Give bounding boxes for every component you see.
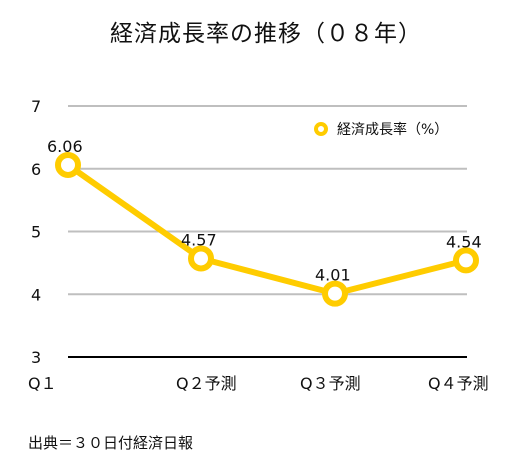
data-label-4: 4.54 (446, 232, 482, 251)
data-point-3 (322, 280, 348, 307)
x-axis-categories: Q１ Q２予測 Q３予測 Q４予測 (28, 374, 489, 393)
x-category-label-2: Q２予測 (176, 374, 237, 393)
chart-title: 経済成長率の推移（０８年） (110, 21, 422, 47)
data-label-1: 6.06 (47, 137, 83, 156)
series-line (65, 161, 469, 297)
y-tick-label-4: 4 (31, 285, 41, 304)
x-category-label-3: Q３予測 (300, 374, 361, 393)
legend: 経済成長率（%） (314, 121, 448, 138)
legend-label: 経済成長率（%） (337, 121, 448, 138)
source-note: 出典＝３０日付経済日報 (28, 434, 194, 452)
grid-lines (68, 105, 467, 358)
y-tick-label-6: 6 (31, 160, 41, 179)
y-tick-label-7: 7 (31, 97, 41, 116)
legend-marker (314, 122, 328, 136)
data-labels: 6.06 4.57 4.01 4.54 (47, 137, 482, 285)
y-tick-label-5: 5 (31, 223, 41, 242)
x-category-label-1: Q１ (28, 374, 57, 393)
y-axis-ticks: 3 4 5 6 7 (31, 97, 41, 367)
data-point-2 (188, 245, 214, 272)
data-label-2: 4.57 (181, 230, 217, 249)
data-label-3: 4.01 (315, 266, 351, 285)
data-point-4 (453, 247, 479, 274)
y-tick-label-3: 3 (31, 348, 41, 367)
data-point-1 (55, 151, 81, 178)
series-line-layer (55, 151, 479, 307)
x-category-label-4: Q４予測 (428, 374, 489, 393)
